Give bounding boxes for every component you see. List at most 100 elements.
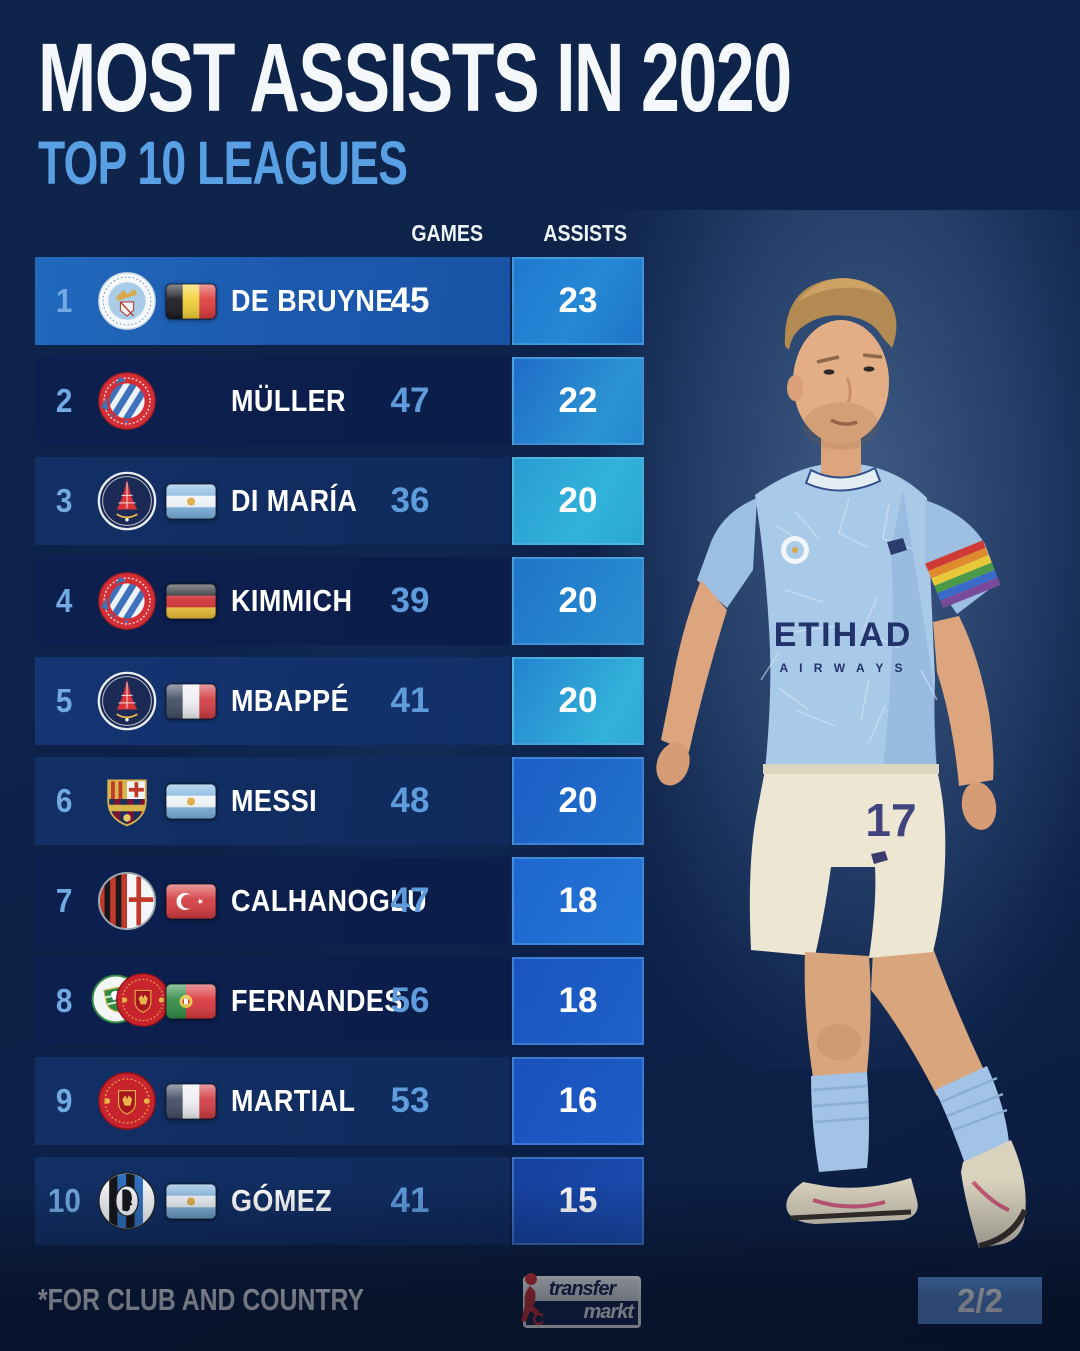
assists-value: 20: [558, 681, 598, 720]
club-badges: [91, 668, 163, 734]
barcelona-badge-icon: [107, 779, 147, 827]
player-name: CALHANOGLU: [231, 883, 428, 918]
assists-cell: 20: [512, 457, 644, 545]
assists-cell: 20: [512, 757, 644, 845]
player-name: DI MARÍA: [231, 483, 358, 518]
nation-flag: [165, 681, 227, 721]
nation-flag: [165, 981, 227, 1021]
svg-text:17: 17: [865, 794, 916, 846]
turkey-flag-icon: [165, 882, 217, 920]
transfermarkt-logo: transfer markt: [521, 1273, 641, 1328]
assists-cell: 22: [512, 357, 644, 445]
table-row-mu-ller: 2 MÜLLER 47: [35, 357, 510, 445]
nation-flag: [165, 1181, 227, 1221]
rank-label: 1: [55, 282, 73, 319]
player-name: KIMMICH: [231, 583, 353, 618]
man-united-badge-icon: [98, 1072, 156, 1130]
assists-cell: 23: [512, 257, 644, 345]
rank-label: 5: [55, 682, 73, 719]
games-value: 39: [390, 581, 430, 620]
germany-flag-icon: [165, 582, 217, 620]
nation-flag: [165, 481, 227, 521]
assists-value: 23: [558, 281, 598, 320]
argentina-flag-icon: [165, 1182, 217, 1220]
page-title: MOST ASSISTS IN 2020: [38, 23, 792, 132]
games-value: 47: [390, 381, 430, 420]
table-row-kimmich: 4 KIMMICH 39: [35, 557, 510, 645]
club-badges: [91, 368, 163, 434]
assists-value: 15: [558, 1181, 598, 1220]
rank-label: 7: [55, 882, 73, 919]
club-badges: [91, 1068, 163, 1134]
assists-value: 16: [558, 1081, 598, 1120]
club-badges: [91, 868, 163, 934]
games-value: 53: [390, 1081, 430, 1120]
assists-cell: 18: [512, 857, 644, 945]
assists-value: 20: [558, 481, 598, 520]
nation-flag: [165, 281, 227, 321]
column-header-assists: ASSISTS: [543, 220, 627, 246]
page-indicator-badge: 2/2: [918, 1277, 1042, 1324]
table-row-messi: 6 MESSI 48: [35, 757, 510, 845]
bayern-badge-icon: [98, 372, 156, 430]
portugal-flag-icon: [165, 982, 217, 1020]
france-flag-icon: [165, 1082, 217, 1120]
club-badges: [91, 468, 163, 534]
atalanta-badge-icon: [98, 1172, 156, 1230]
table-row-fernandes: 8 FERNANDES 56: [35, 957, 510, 1045]
svg-text:A I R W A Y S: A I R W A Y S: [780, 661, 907, 675]
club-badges: [91, 968, 170, 1034]
nation-flag: [165, 1081, 227, 1121]
kicker-figure-icon: [521, 1273, 543, 1326]
rank-label: 8: [55, 982, 73, 1019]
svg-text:ETIHAD: ETIHAD: [774, 616, 913, 654]
table-row-go-mez: 10 GÓMEZ 41: [35, 1157, 510, 1245]
page-subtitle: TOP 10 LEAGUES: [38, 129, 408, 197]
games-value: 48: [390, 781, 430, 820]
player-name: MÜLLER: [231, 383, 346, 418]
table-row-martial: 9 MARTIAL 53: [35, 1057, 510, 1145]
rank-label: 10: [47, 1182, 81, 1219]
argentina-flag-icon: [165, 782, 217, 820]
table-row-mbappe: 5 MBAPPÉ 41: [35, 657, 510, 745]
rank-label: 3: [55, 482, 73, 519]
player-name: MARTIAL: [231, 1083, 356, 1118]
man-city-badge-icon: [98, 272, 156, 330]
table-row-di-mari-a: 3 DI MARÍA 36: [35, 457, 510, 545]
nation-flag: [165, 881, 227, 921]
club-badges: [91, 768, 163, 834]
table-row-de-bruyne: 1 DE BRUYNE 45: [35, 257, 510, 345]
rank-label: 4: [55, 582, 73, 619]
rank-label: 6: [55, 782, 73, 819]
france-flag-icon: [165, 682, 217, 720]
assists-value: 18: [558, 981, 598, 1020]
belgium-flag-icon: [165, 282, 217, 320]
club-badges: [91, 1168, 163, 1234]
rank-label: 9: [55, 1082, 73, 1119]
player-name: DE BRUYNE: [231, 283, 394, 318]
games-value: 41: [390, 1181, 430, 1220]
assists-value: 18: [558, 881, 598, 920]
assists-value: 22: [558, 381, 598, 420]
psg-badge-icon: [97, 671, 157, 731]
games-value: 47: [390, 881, 430, 920]
assists-value: 20: [558, 581, 598, 620]
milan-badge-icon: [97, 871, 157, 931]
man-united-badge-icon: [116, 973, 170, 1027]
player-name: MBAPPÉ: [231, 683, 350, 718]
assists-cell: 16: [512, 1057, 644, 1145]
footnote: *FOR CLUB AND COUNTRY: [38, 1282, 365, 1317]
nation-flag: [165, 381, 227, 421]
rank-label: 2: [55, 382, 73, 419]
games-value: 45: [390, 281, 430, 320]
nation-flag: [165, 581, 227, 621]
assists-cell: 20: [512, 557, 644, 645]
assists-cell: 20: [512, 657, 644, 745]
argentina-flag-icon: [165, 482, 217, 520]
table-row-calhanoglu: 7 CALHANOGLU 47: [35, 857, 510, 945]
games-value: 36: [390, 481, 430, 520]
games-value: 56: [390, 981, 430, 1020]
column-header-games: GAMES: [411, 220, 483, 246]
player-name: MESSI: [231, 783, 318, 818]
